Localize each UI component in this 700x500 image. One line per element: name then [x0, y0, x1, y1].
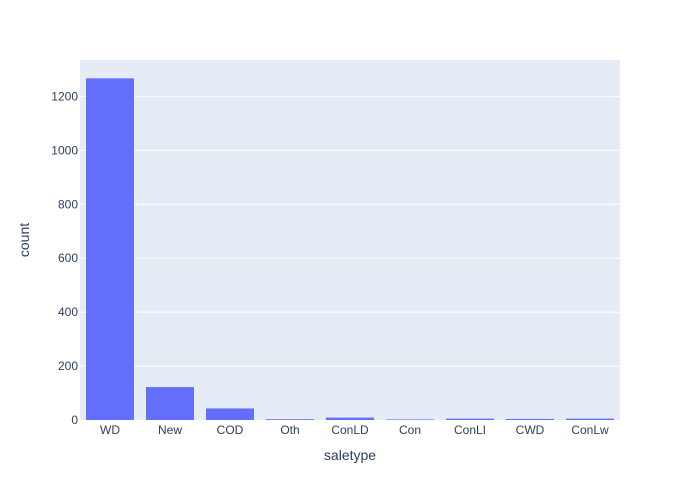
- plot-background: [80, 60, 620, 420]
- x-tick-label: ConLD: [331, 423, 369, 437]
- y-tick-label: 0: [71, 413, 78, 427]
- bars: [86, 78, 614, 420]
- x-tick-label: Oth: [280, 423, 299, 437]
- bar-oth[interactable]: [266, 419, 314, 420]
- x-tick-label: ConLI: [454, 423, 486, 437]
- x-tick-label: New: [158, 423, 182, 437]
- bar-con[interactable]: [386, 419, 434, 420]
- x-tick-label: ConLw: [571, 423, 609, 437]
- y-tick-label: 400: [58, 305, 78, 319]
- bar-new[interactable]: [146, 387, 194, 420]
- x-axis-title: saletype: [324, 447, 376, 463]
- bar-conlw[interactable]: [566, 418, 614, 420]
- y-tick-label: 1000: [51, 143, 78, 157]
- y-tick-label: 600: [58, 251, 78, 265]
- y-axis-title: count: [16, 223, 32, 257]
- x-tick-label: CWD: [516, 423, 545, 437]
- x-tick-label: Con: [399, 423, 421, 437]
- x-tick-label: WD: [100, 423, 120, 437]
- bar-conld[interactable]: [326, 417, 374, 420]
- y-tick-label: 200: [58, 359, 78, 373]
- bar-wd[interactable]: [86, 78, 134, 420]
- y-tick-label: 800: [58, 197, 78, 211]
- x-tick-label: COD: [217, 423, 244, 437]
- bar-cwd[interactable]: [506, 418, 554, 420]
- bar-cod[interactable]: [206, 408, 254, 420]
- y-tick-label: 1200: [51, 89, 78, 103]
- bar-conli[interactable]: [446, 418, 494, 420]
- x-axis-ticks: WD New COD Oth ConLD Con ConLI CWD ConLw: [100, 423, 609, 437]
- y-axis-ticks: 0 200 400 600 800 1000 1200: [51, 89, 78, 427]
- gridlines: [80, 95, 620, 367]
